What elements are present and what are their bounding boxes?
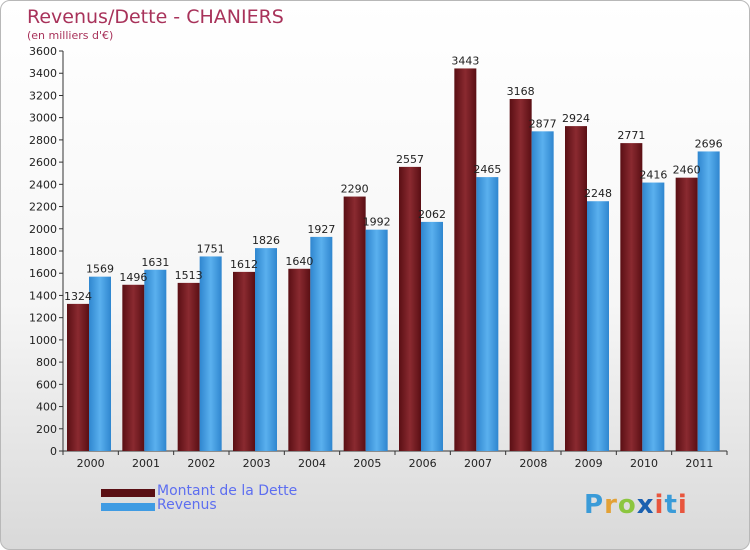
data-label-revenue: 1631 — [141, 256, 169, 269]
data-label-revenue: 1569 — [86, 263, 114, 276]
y-tick-label: 800 — [36, 356, 57, 369]
x-tick-label: 2008 — [519, 457, 547, 470]
bar-revenue — [476, 177, 499, 451]
data-label-debt: 2557 — [396, 153, 424, 166]
bar-revenue — [199, 256, 222, 451]
y-tick-label: 3200 — [29, 89, 57, 102]
y-tick-label: 2200 — [29, 201, 57, 214]
data-label-debt: 1612 — [230, 258, 258, 271]
bar-debt — [233, 271, 255, 451]
bar-revenue — [531, 131, 554, 452]
bar-revenue — [587, 201, 609, 451]
x-tick-label: 2006 — [409, 457, 437, 470]
data-label-debt: 1640 — [285, 255, 313, 268]
x-tick-label: 2001 — [132, 457, 160, 470]
data-label-debt: 3443 — [451, 54, 479, 67]
y-tick-label: 2600 — [29, 156, 57, 169]
data-label-debt: 2771 — [617, 129, 645, 142]
x-tick-label: 2004 — [298, 457, 326, 470]
bar-debt — [509, 99, 532, 451]
y-tick-label: 1600 — [29, 267, 57, 280]
bar-revenue — [697, 151, 720, 451]
legend-swatch-revenue — [101, 503, 155, 511]
y-tick-label: 200 — [36, 423, 57, 436]
data-label-debt: 3168 — [507, 85, 535, 98]
bar-debt — [288, 268, 311, 451]
bar-revenue — [255, 248, 277, 451]
bar-debt — [675, 177, 698, 451]
x-tick-label: 2002 — [187, 457, 215, 470]
data-label-revenue: 2465 — [473, 163, 501, 176]
data-label-revenue: 1927 — [307, 223, 335, 236]
bar-debt — [454, 68, 477, 451]
y-tick-label: 3000 — [29, 112, 57, 125]
data-label-debt: 2290 — [341, 183, 369, 196]
data-label-revenue: 1751 — [197, 242, 225, 255]
x-tick-label: 2000 — [77, 457, 105, 470]
y-tick-label: 2400 — [29, 178, 57, 191]
bar-revenue — [89, 276, 111, 451]
data-label-revenue: 1992 — [363, 216, 391, 229]
x-tick-label: 2005 — [353, 457, 381, 470]
proxiti-logo: Proxiti — [584, 490, 688, 520]
bar-debt — [122, 284, 145, 451]
y-tick-label: 600 — [36, 378, 57, 391]
legend-item-revenue: Revenus — [101, 497, 401, 514]
bar-revenue — [310, 236, 333, 451]
bar-revenue — [642, 182, 665, 452]
data-label-revenue: 2696 — [695, 137, 723, 150]
chart-subtitle: (en milliers d'€) — [27, 29, 114, 42]
data-label-revenue: 2248 — [584, 187, 612, 200]
chart-title: Revenus/Dette - CHANIERS — [27, 6, 284, 28]
y-tick-label: 2800 — [29, 134, 57, 147]
x-tick-label: 2010 — [630, 457, 658, 470]
legend-swatch-debt — [101, 489, 155, 497]
bar-debt — [343, 196, 366, 451]
legend-item-debt: Montant de la Dette — [101, 483, 401, 500]
data-label-debt: 1324 — [64, 290, 92, 303]
bar-revenue — [144, 269, 167, 451]
x-tick-label: 2003 — [243, 457, 271, 470]
data-label-revenue: 2877 — [529, 117, 557, 130]
data-label-debt: 2924 — [562, 112, 590, 125]
y-tick-label: 1200 — [29, 312, 57, 325]
bar-debt — [177, 282, 200, 451]
y-tick-label: 1400 — [29, 289, 57, 302]
y-tick-label: 400 — [36, 401, 57, 414]
legend-label-debt: Montant de la Dette — [157, 483, 298, 499]
data-label-revenue: 2062 — [418, 208, 446, 221]
bar-revenue — [365, 229, 388, 451]
y-tick-label: 1800 — [29, 245, 57, 258]
legend-label-revenue: Revenus — [157, 497, 217, 513]
chart-axes: 0 200 400 600 800 1000 1200 1400 1600 1800 2000 220… — [29, 45, 728, 470]
x-tick-label: 2011 — [685, 457, 713, 470]
y-tick-label: 0 — [50, 445, 57, 458]
chart-data-labels: 1324 1569 1496 1631 1513 1751 1612 1826 1640 1927… — [64, 54, 723, 302]
data-label-debt: 2460 — [673, 164, 701, 177]
data-label-debt: 1496 — [119, 271, 147, 284]
y-tick-label: 1000 — [29, 334, 57, 347]
y-tick-label: 3400 — [29, 67, 57, 80]
bar-debt — [620, 143, 643, 451]
bar-debt — [67, 303, 89, 451]
y-tick-label: 2000 — [29, 223, 57, 236]
bar-debt — [399, 166, 421, 451]
x-tick-label: 2009 — [575, 457, 603, 470]
y-tick-label: 3600 — [29, 45, 57, 58]
data-label-debt: 1513 — [175, 269, 203, 282]
data-label-revenue: 1826 — [252, 234, 280, 247]
chart-bars — [67, 68, 720, 452]
bar-revenue — [421, 221, 443, 451]
x-tick-label: 2007 — [464, 457, 492, 470]
bar-debt — [565, 126, 587, 451]
data-label-revenue: 2416 — [639, 169, 667, 182]
